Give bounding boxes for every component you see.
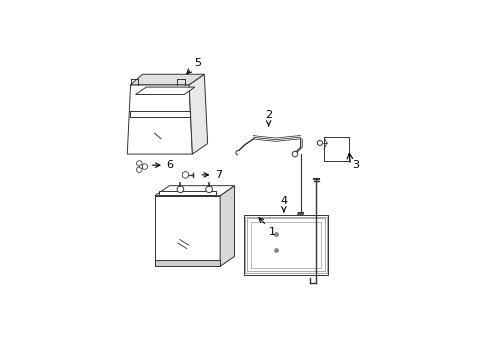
Text: 5: 5: [186, 58, 201, 74]
Polygon shape: [130, 74, 204, 85]
Text: 3: 3: [352, 160, 359, 170]
Polygon shape: [155, 186, 234, 195]
Text: 7: 7: [202, 170, 222, 180]
Text: 2: 2: [264, 110, 272, 126]
Bar: [155, 260, 220, 266]
Text: 4: 4: [280, 196, 287, 212]
Polygon shape: [155, 195, 220, 266]
Circle shape: [139, 165, 142, 168]
Circle shape: [292, 151, 297, 157]
Polygon shape: [189, 74, 207, 154]
Polygon shape: [220, 186, 234, 266]
Circle shape: [136, 167, 142, 172]
Circle shape: [142, 164, 147, 169]
Circle shape: [136, 161, 142, 166]
Circle shape: [177, 186, 183, 193]
Bar: [324, 138, 348, 161]
Polygon shape: [127, 85, 192, 154]
Polygon shape: [135, 87, 194, 94]
Bar: [243, 215, 327, 275]
Bar: [245, 217, 326, 273]
Circle shape: [205, 186, 212, 193]
Text: 1: 1: [259, 218, 276, 237]
Bar: [159, 191, 216, 194]
Text: 6: 6: [152, 160, 173, 170]
Bar: [246, 219, 324, 271]
Bar: [250, 222, 321, 268]
